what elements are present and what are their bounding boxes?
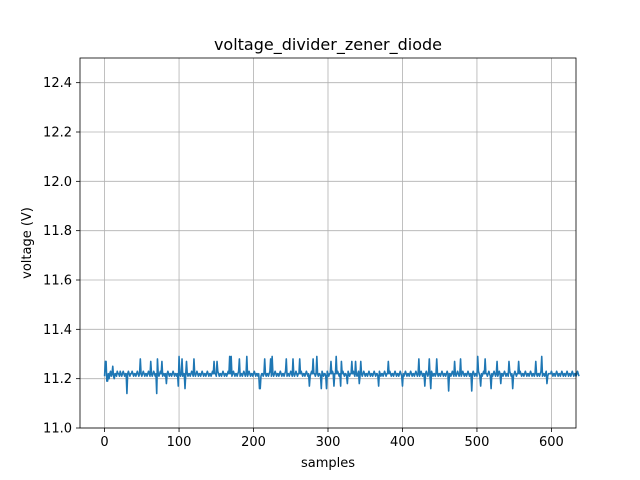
- x-tick-label: 400: [390, 435, 415, 450]
- y-tick-label: 11.2: [43, 372, 72, 387]
- y-tick-label: 12.0: [43, 175, 72, 190]
- x-tick-label: 600: [539, 435, 564, 450]
- grid-lines: [80, 58, 576, 429]
- x-tick-label: 500: [465, 435, 490, 450]
- x-tick-label: 100: [167, 435, 192, 450]
- x-tick-label: 0: [100, 435, 108, 450]
- chart-title: voltage_divider_zener_diode: [214, 35, 442, 55]
- y-axis-title: voltage (V): [20, 207, 35, 279]
- y-axis: 11.0 11.2 11.4 11.6 11.8 12.0 12.2 12.4: [43, 76, 80, 437]
- y-tick-label: 11.8: [43, 224, 72, 239]
- x-axis: 0 100 200 300 400 500 600: [100, 428, 564, 450]
- y-tick-label: 11.6: [43, 274, 72, 289]
- y-tick-label: 11.4: [43, 323, 72, 338]
- x-tick-label: 300: [316, 435, 341, 450]
- x-axis-title: samples: [301, 456, 355, 471]
- y-tick-label: 11.0: [43, 422, 72, 437]
- series-line-voltage: [103, 355, 580, 395]
- x-tick-label: 200: [241, 435, 266, 450]
- y-tick-label: 12.4: [43, 76, 72, 91]
- y-tick-label: 12.2: [43, 126, 72, 141]
